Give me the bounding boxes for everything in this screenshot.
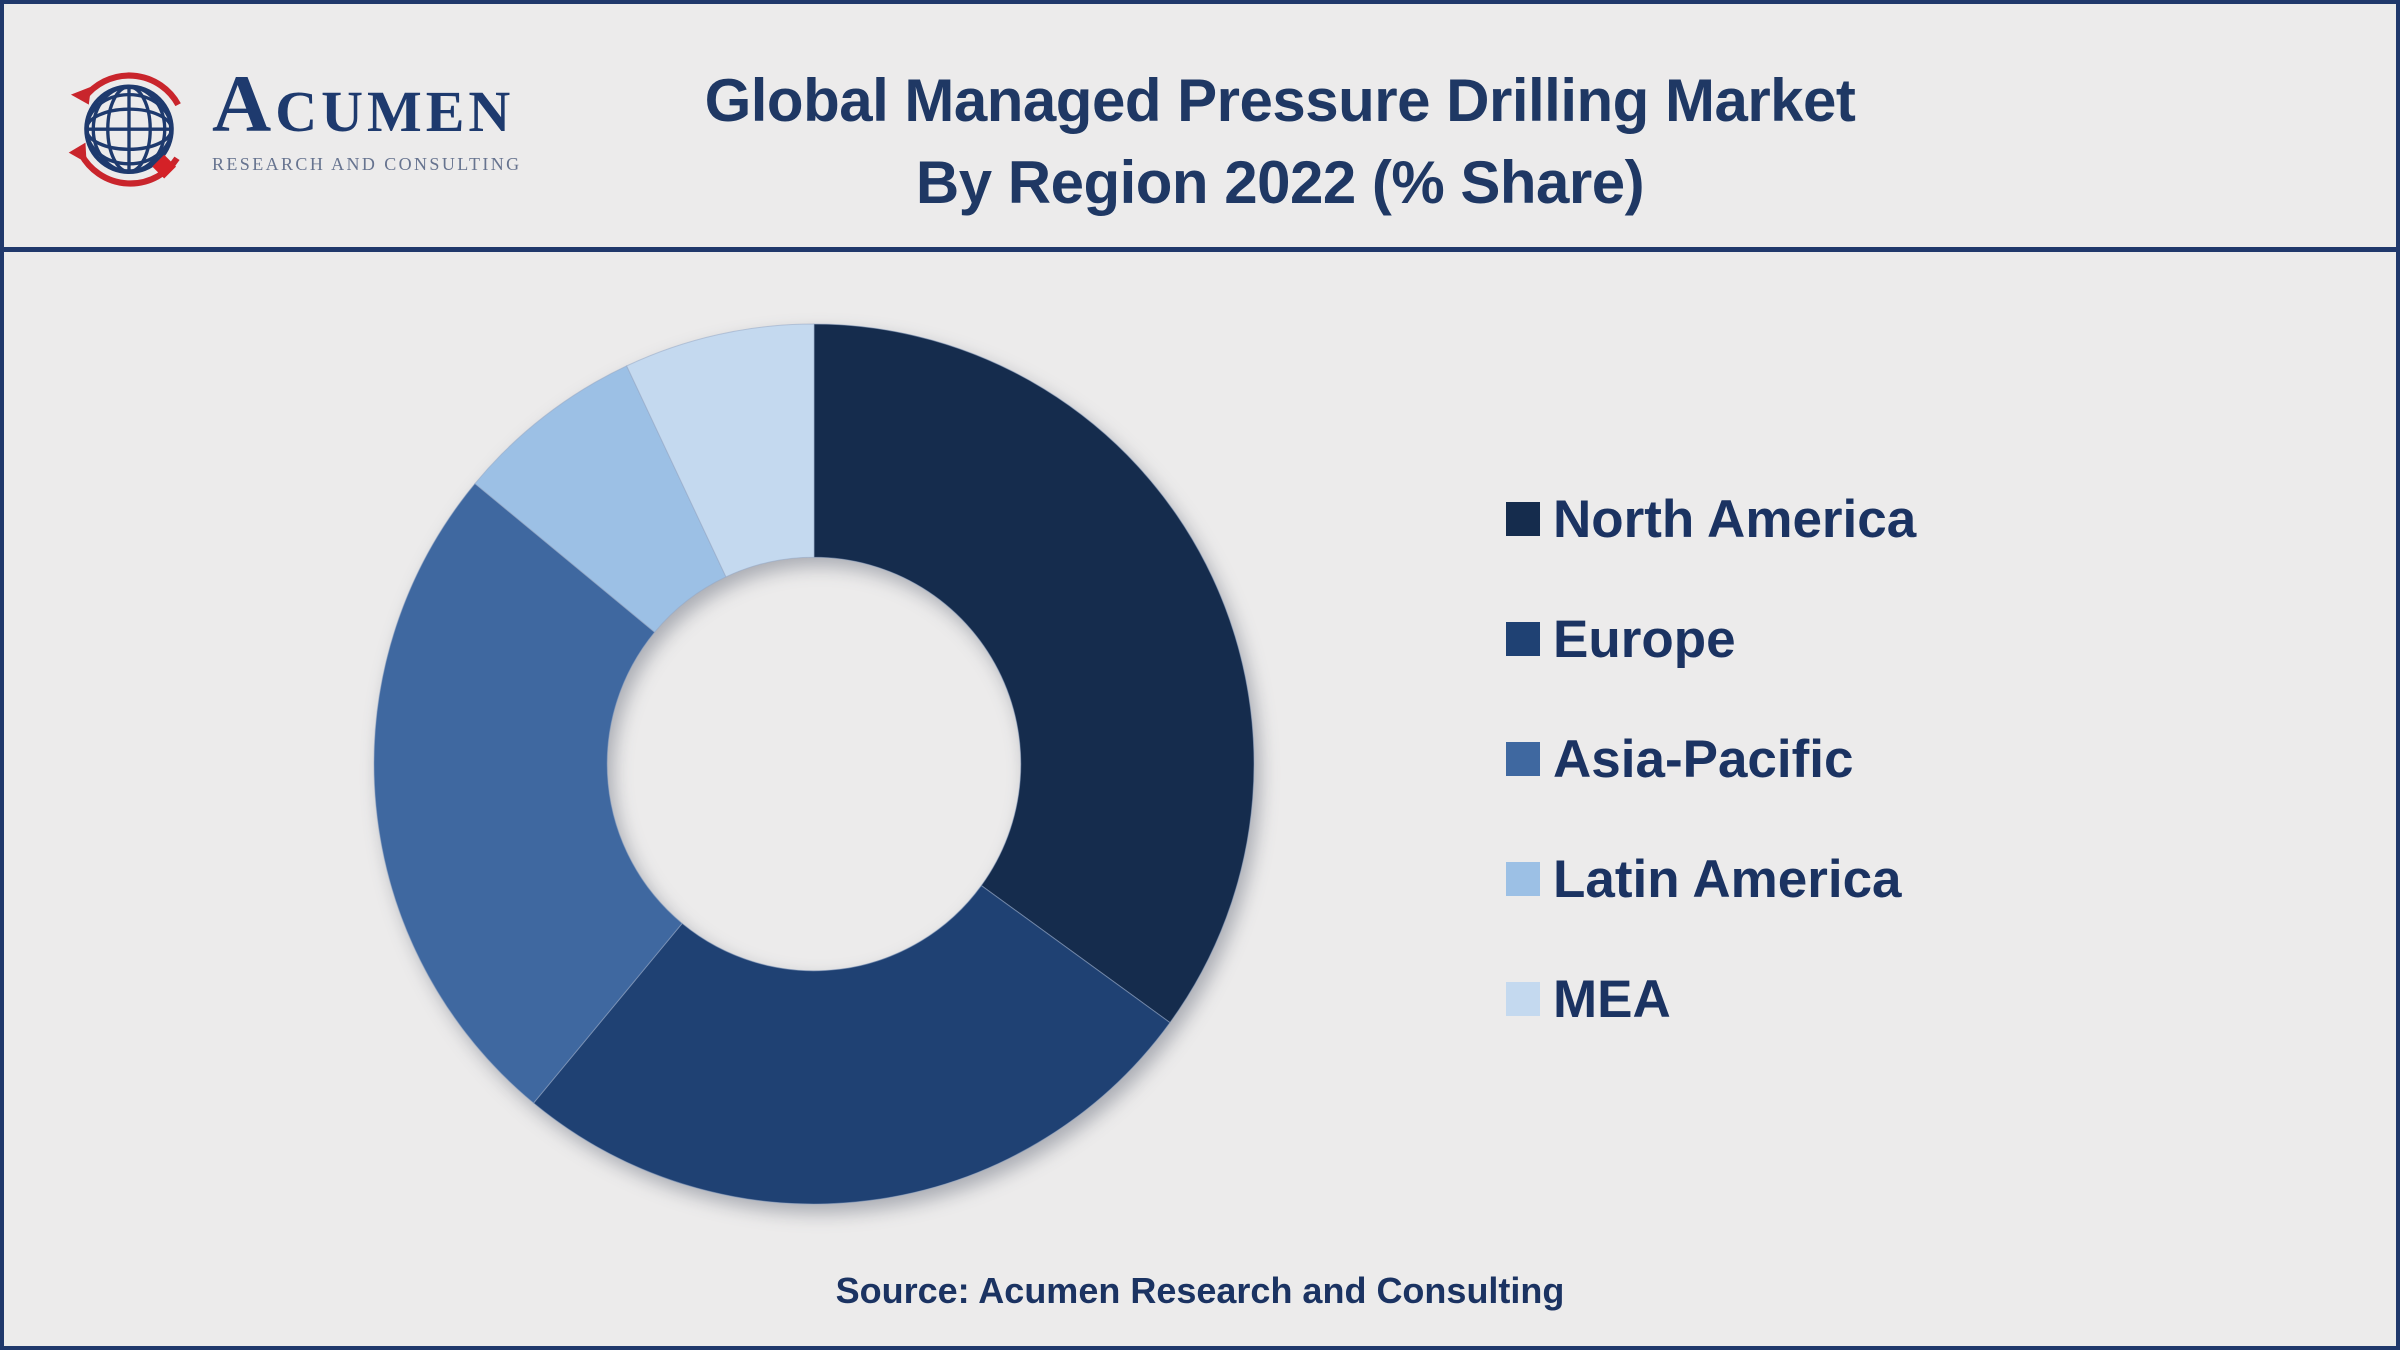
donut-chart — [373, 323, 1255, 1205]
brand-tagline: RESEARCH AND CONSULTING — [212, 154, 522, 174]
donut-slice-mea — [625, 323, 815, 578]
legend-label-latin-america: Latin America — [1553, 849, 1902, 909]
legend-label-mea: MEA — [1553, 969, 1671, 1029]
legend-swatch-asia-pacific — [1506, 742, 1540, 776]
legend-swatch-europe — [1506, 622, 1540, 656]
globe-icon — [68, 72, 181, 187]
logo-text: ACUMEN RESEARCH AND CONSULTING — [212, 66, 522, 175]
legend-item-north-america: North America — [1506, 489, 1917, 549]
donut-slice-asia-pacific — [373, 482, 683, 1104]
legend-item-europe: Europe — [1506, 609, 1916, 669]
legend-swatch-latin-america — [1506, 862, 1540, 896]
chart-title-line-1: Global Managed Pressure Drilling Market — [704, 67, 1856, 134]
legend-label-north-america: North America — [1553, 489, 1917, 549]
legend-item-latin-america: Latin America — [1506, 849, 1916, 909]
legend-swatch-mea — [1506, 982, 1540, 1016]
legend-swatch-north-america — [1506, 502, 1540, 536]
legend-item-asia-pacific: Asia-Pacific — [1506, 729, 1916, 789]
legend-item-mea: MEA — [1506, 969, 1916, 1029]
arrowheads — [68, 86, 92, 163]
source-note: Source: Acumen Research and Consulting — [835, 1270, 1565, 1311]
legend-label-europe: Europe — [1553, 609, 1736, 669]
brand-logo: ACUMEN RESEARCH AND CONSULTING — [62, 60, 522, 194]
brand-name: ACUMEN — [212, 58, 515, 149]
header: ACUMEN RESEARCH AND CONSULTING Global Ma… — [4, 4, 2396, 252]
donut-slice-europe — [532, 884, 1171, 1205]
chart-title-line-2: By Region 2022 (% Share) — [915, 149, 1645, 216]
legend-label-asia-pacific: Asia-Pacific — [1553, 729, 1854, 789]
donut-slice-north-america — [813, 323, 1255, 1024]
chart-title: Global Managed Pressure Drilling Market … — [424, 60, 2136, 224]
chart-legend: North America Europe Asia-Pacific Latin Ame… — [1506, 490, 1916, 1090]
